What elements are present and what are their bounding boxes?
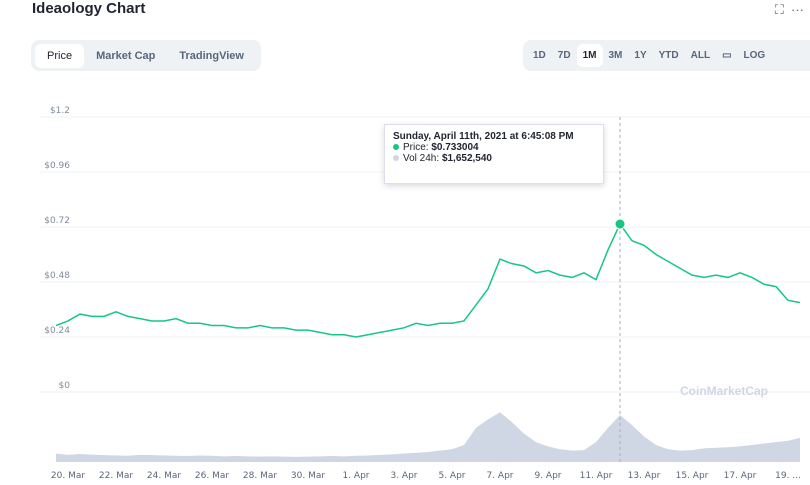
- x-tick-label: 15. Apr: [676, 471, 709, 481]
- y-tick-label: $0.72: [44, 216, 70, 226]
- toolbar-icons[interactable]: ⛶ ···: [774, 2, 804, 17]
- y-tick-label: $0.96: [44, 161, 70, 171]
- x-tick-label: 11. Apr: [580, 471, 613, 481]
- tooltip-row: Vol 24h: $1,652,540: [393, 153, 595, 164]
- x-tick-label: 28. Mar: [243, 471, 277, 481]
- y-tick-label: $0.48: [44, 271, 70, 281]
- tooltip: Sunday, April 11th, 2021 at 6:45:08 PM P…: [384, 124, 604, 184]
- x-tick-label: 26. Mar: [195, 471, 229, 481]
- range[interactable]: ALL: [690, 50, 711, 61]
- range[interactable]: LOG: [743, 50, 766, 61]
- x-tick-label: 7. Apr: [486, 471, 513, 481]
- dot: [393, 144, 399, 150]
- x-tick-label: 30. Mar: [291, 471, 325, 481]
- watermark: CoinMarketCap: [680, 384, 769, 398]
- hover-dot: [614, 218, 626, 230]
- calendar[interactable]: ▭: [722, 50, 732, 61]
- y-tick-label: $0.24: [44, 326, 70, 336]
- x-tick-label: 1. Apr: [342, 471, 369, 481]
- tab[interactable]: Market Cap: [96, 49, 156, 62]
- chart-title: Ideaology Chart: [32, 0, 146, 17]
- range[interactable]: 7D: [557, 50, 571, 61]
- dot: [393, 155, 399, 161]
- y-tick-label: $1.2: [50, 106, 70, 116]
- x-tick-label: 5. Apr: [438, 471, 465, 481]
- tooltip-row: Price: $0.733004: [393, 142, 595, 153]
- x-tick-label: 20. Mar: [51, 471, 85, 481]
- tooltip-label: Price:: [403, 142, 429, 153]
- range[interactable]: 1Y: [634, 50, 647, 61]
- tooltip-value: $0.733004: [431, 142, 479, 153]
- x-tick-label: 17. Apr: [724, 471, 757, 481]
- range[interactable]: 1M: [576, 44, 603, 67]
- x-tick-label: 9. Apr: [534, 471, 561, 481]
- y-tick-label: $0: [59, 381, 71, 391]
- tooltip-value: $1,652,540: [441, 153, 492, 164]
- range[interactable]: 1D: [533, 50, 546, 61]
- tooltip-label: Vol 24h:: [403, 153, 440, 164]
- x-tick-label: 13. Apr: [628, 471, 661, 481]
- x-tick-label: 24. Mar: [147, 471, 181, 481]
- tab[interactable]: TradingView: [179, 49, 244, 62]
- range[interactable]: YTD: [658, 50, 679, 61]
- volume-area: [56, 412, 800, 462]
- price-line: [55, 222, 801, 338]
- tab[interactable]: Price: [35, 43, 85, 68]
- x-tick-label: 3. Apr: [390, 471, 417, 481]
- x-tick-label: 22. Mar: [99, 471, 133, 481]
- x-tick-label: 19. ...: [775, 471, 801, 481]
- tabs: Price Market Cap TradingView: [31, 40, 261, 71]
- range-buttons: 1D 7D 1M 3M 1Y YTD ALL ▭ LOG: [523, 40, 810, 71]
- range[interactable]: 3M: [608, 50, 623, 61]
- tooltip-title: Sunday, April 11th, 2021 at 6:45:08 PM: [393, 131, 574, 142]
